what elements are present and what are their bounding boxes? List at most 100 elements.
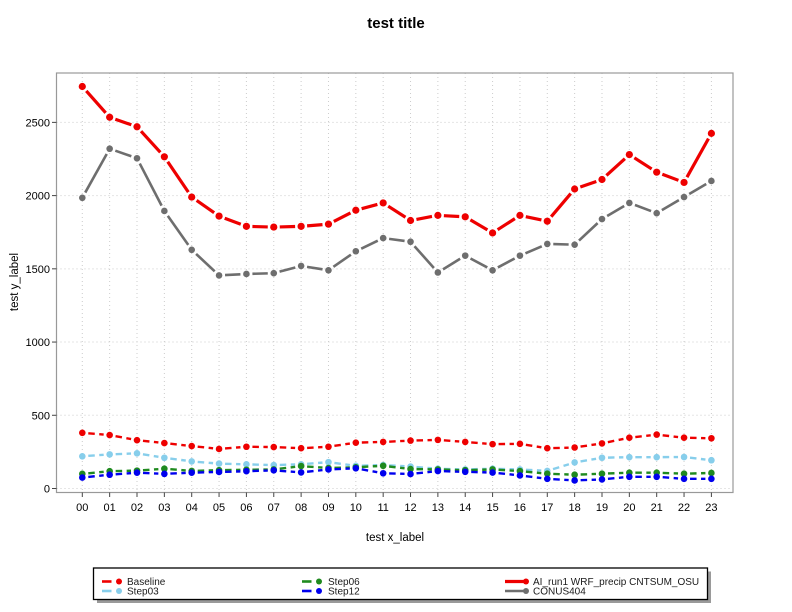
series-marker [680, 193, 688, 201]
series-step06 [79, 462, 715, 479]
x-tick-label: 03 [158, 502, 170, 514]
series-marker [352, 439, 360, 446]
series-segment [553, 477, 569, 482]
legend-marker-sample [116, 578, 122, 585]
series-marker [407, 238, 414, 246]
series-segment [170, 457, 186, 462]
series-segment [170, 468, 186, 472]
series-segment [661, 198, 680, 212]
series-marker [133, 469, 141, 476]
series-step12 [79, 464, 715, 484]
series-segment [195, 252, 216, 273]
legend-marker-sample [523, 578, 529, 585]
series-marker [161, 207, 168, 215]
series-marker [516, 440, 524, 448]
series-segment [114, 117, 132, 127]
series-segment [579, 179, 597, 189]
y-tick-label: 1000 [26, 337, 50, 349]
series-marker [379, 438, 387, 446]
series-marker [571, 471, 578, 479]
series-segment [361, 464, 378, 469]
series-marker [106, 471, 113, 479]
series-segment [662, 476, 679, 480]
series-segment [88, 432, 104, 436]
series-segment [388, 237, 405, 243]
series-marker [626, 473, 633, 481]
series-segment [685, 137, 710, 178]
series-baseline [79, 429, 715, 453]
series-segment [689, 456, 706, 461]
series-marker [325, 458, 332, 466]
series-marker [708, 475, 715, 483]
x-tick-label: 04 [186, 502, 198, 514]
series-segment [387, 204, 407, 219]
series-segment [279, 266, 296, 273]
series-segment [416, 214, 433, 221]
series-segment [307, 465, 323, 469]
x-tick-label: 06 [240, 502, 252, 514]
series-marker [188, 469, 196, 476]
x-tick-label: 19 [596, 502, 608, 514]
series-segment [549, 192, 572, 218]
series-segment [170, 442, 186, 447]
series-segment [88, 474, 104, 479]
series-segment [166, 215, 190, 246]
series-marker [407, 465, 414, 473]
series-marker [325, 443, 332, 451]
series-marker [598, 440, 606, 447]
series-marker [325, 466, 332, 473]
series-marker [133, 450, 141, 457]
legend-label: CONUS404 [533, 587, 586, 598]
series-segment [142, 467, 159, 472]
series-segment [88, 453, 104, 458]
series-marker [325, 266, 332, 274]
series-marker [434, 436, 442, 444]
series-marker [79, 474, 86, 481]
series-segment [688, 182, 707, 196]
series-segment [662, 434, 679, 439]
series-marker [106, 431, 113, 439]
x-tick-label: 18 [569, 502, 581, 514]
series-marker [708, 456, 715, 464]
series-marker [161, 465, 168, 473]
series-marker [215, 212, 223, 220]
series-marker [516, 211, 524, 219]
series-marker [543, 444, 551, 452]
series-marker [653, 453, 660, 461]
series-marker [79, 429, 86, 437]
series-marker [188, 442, 196, 450]
plot-frame [55, 72, 734, 494]
x-tick-label: 22 [678, 502, 690, 514]
series-segment [524, 245, 543, 255]
series-segment [605, 157, 626, 177]
series-ai-run1-wrf-precip-cntsum-osu [78, 82, 715, 237]
series-segment [442, 257, 461, 271]
series-marker [680, 178, 688, 187]
series-segment [606, 204, 625, 218]
series-segment [334, 461, 351, 467]
series-segment [662, 471, 679, 475]
series-segment [553, 472, 569, 476]
series-marker [598, 476, 606, 483]
legend-marker-sample [316, 588, 322, 594]
series-segment [525, 475, 542, 480]
series-segment [334, 442, 351, 448]
series-marker [680, 453, 688, 461]
series-marker [352, 464, 360, 472]
x-tick-label: 15 [486, 502, 498, 514]
series-marker [161, 470, 168, 478]
series-marker [79, 194, 86, 202]
series-marker [571, 444, 578, 451]
series-segment [525, 443, 542, 449]
series-marker [215, 460, 223, 467]
series-marker [297, 444, 305, 452]
series-marker [379, 199, 387, 207]
series-segment [142, 471, 159, 475]
series-marker [379, 469, 387, 477]
series-marker [626, 434, 633, 441]
series-marker [708, 469, 715, 477]
series-marker [488, 229, 497, 237]
series-marker [352, 247, 360, 255]
